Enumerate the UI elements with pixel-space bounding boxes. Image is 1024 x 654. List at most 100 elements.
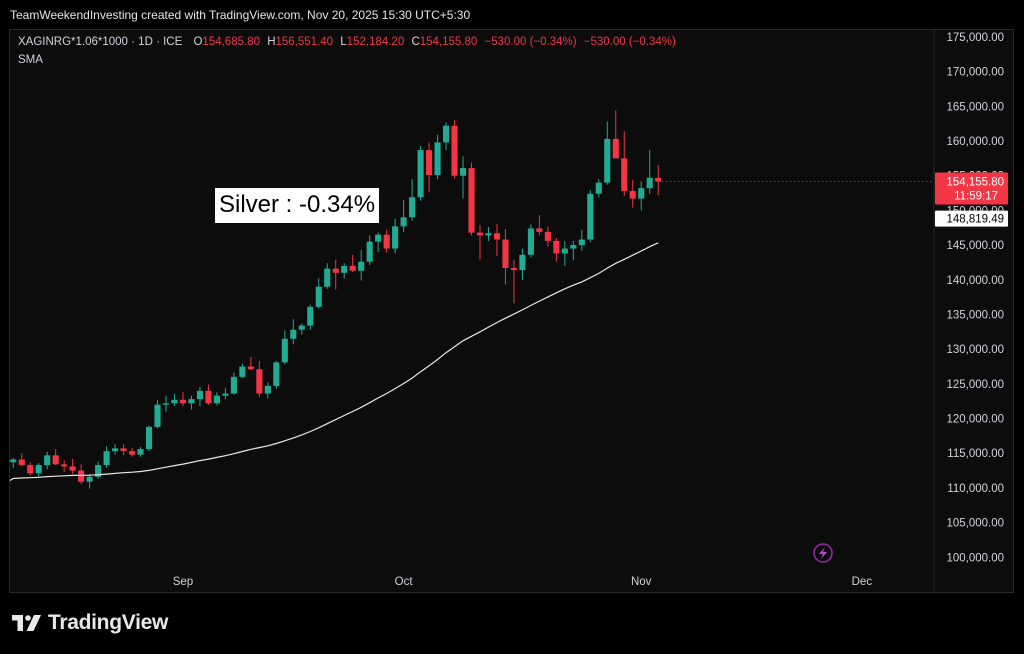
close-value: 154,155.80 (419, 36, 478, 48)
candle (442, 122, 450, 151)
candle-body (375, 234, 382, 242)
candle (27, 462, 34, 476)
candle-body (315, 286, 322, 307)
candle-body (222, 393, 229, 396)
candle-body (128, 451, 136, 455)
candle-body (621, 158, 628, 191)
candle (162, 395, 170, 412)
high-value: 156,551.40 (275, 36, 334, 48)
candle (290, 319, 297, 345)
candle (476, 224, 484, 260)
sma-indicator-label[interactable]: SMA (18, 54, 43, 66)
candle (400, 199, 407, 232)
candle (205, 384, 212, 405)
candle-body (27, 465, 34, 474)
candle-body (61, 464, 68, 467)
candle (256, 360, 263, 398)
candle-body (502, 239, 509, 268)
candle (451, 120, 458, 179)
lightning-icon[interactable] (813, 543, 833, 563)
x-axis[interactable]: Sep Oct Nov Dec (173, 576, 873, 588)
y-tick-label: 110,000.00 (947, 483, 1004, 495)
candle (112, 444, 119, 455)
candle (578, 229, 585, 251)
candle-body (536, 228, 543, 232)
y-tick-label: 170,000.00 (946, 67, 1004, 79)
candle (239, 363, 246, 379)
candle-body (307, 306, 314, 326)
candle (324, 263, 331, 289)
candle (426, 142, 433, 193)
candle-body (247, 366, 254, 370)
candle-body (86, 476, 93, 482)
candle-body (290, 329, 297, 339)
candle-body (281, 338, 288, 363)
candle-body (646, 177, 653, 189)
candle (103, 446, 110, 468)
candle-body (544, 231, 551, 241)
candle (137, 446, 144, 457)
candle (264, 382, 271, 399)
candle-body (638, 188, 645, 199)
candle-body (468, 168, 475, 233)
symbol-label[interactable]: XAGINRG*1.06*1000 · 1D · ICE (18, 36, 183, 48)
candle-body (112, 448, 119, 452)
candle-body (570, 245, 577, 249)
x-tick-label: Nov (631, 576, 652, 588)
candle (587, 190, 594, 243)
candle-body (417, 150, 424, 198)
candle-body (145, 426, 153, 450)
candle (383, 229, 390, 253)
candle (196, 386, 203, 407)
candle-body (561, 248, 568, 254)
y-tick-label: 145,000.00 (946, 240, 1004, 252)
candle-body (44, 455, 51, 466)
candle (35, 462, 42, 477)
candle (78, 464, 85, 485)
candle-body (426, 150, 433, 176)
candle-body (273, 362, 280, 386)
candle-body (392, 226, 399, 249)
candle-body (35, 465, 42, 474)
candle (655, 164, 662, 196)
y-tick-label: 175,000.00 (946, 32, 1004, 44)
candle-body (349, 265, 356, 271)
candle-body (459, 168, 467, 176)
candle (171, 393, 178, 407)
candle (273, 360, 280, 389)
chart-pane[interactable] (9, 29, 1014, 593)
candle (18, 453, 25, 467)
candle (120, 444, 127, 456)
y-tick-label: 120,000.00 (946, 414, 1004, 426)
candle-body (137, 449, 144, 455)
candle-body (196, 390, 203, 400)
candle-body (95, 465, 102, 477)
candle (544, 226, 551, 247)
annotation-box: Silver : -0.34% (215, 188, 380, 223)
sma-price-label: 148,819.49 (946, 214, 1004, 226)
candle (10, 458, 17, 468)
candle-body (256, 369, 263, 394)
last-price-label: 154,155.80 (946, 177, 1004, 189)
last-price-tag (935, 172, 1008, 205)
candle-body (230, 376, 237, 394)
candle-body (485, 233, 492, 236)
price-tags: 154,155.80 11:59:17 148,819.49 (662, 172, 1008, 227)
candle-body (358, 261, 365, 271)
candle-body (103, 451, 110, 466)
brand-name: TradingView (48, 611, 169, 634)
y-tick-label: 130,000.00 (946, 344, 1004, 356)
candle-body (604, 138, 611, 183)
candle (44, 451, 51, 470)
candle-body (171, 399, 178, 404)
candle (570, 240, 577, 261)
candle-body (476, 232, 484, 236)
candle-body (298, 325, 305, 330)
y-axis[interactable]: 100,000.00 105,000.00 110,000.00 115,000.00… (946, 32, 1004, 564)
candle (638, 181, 645, 211)
candle (485, 227, 492, 241)
candle-body (205, 390, 212, 404)
candle (188, 395, 195, 410)
